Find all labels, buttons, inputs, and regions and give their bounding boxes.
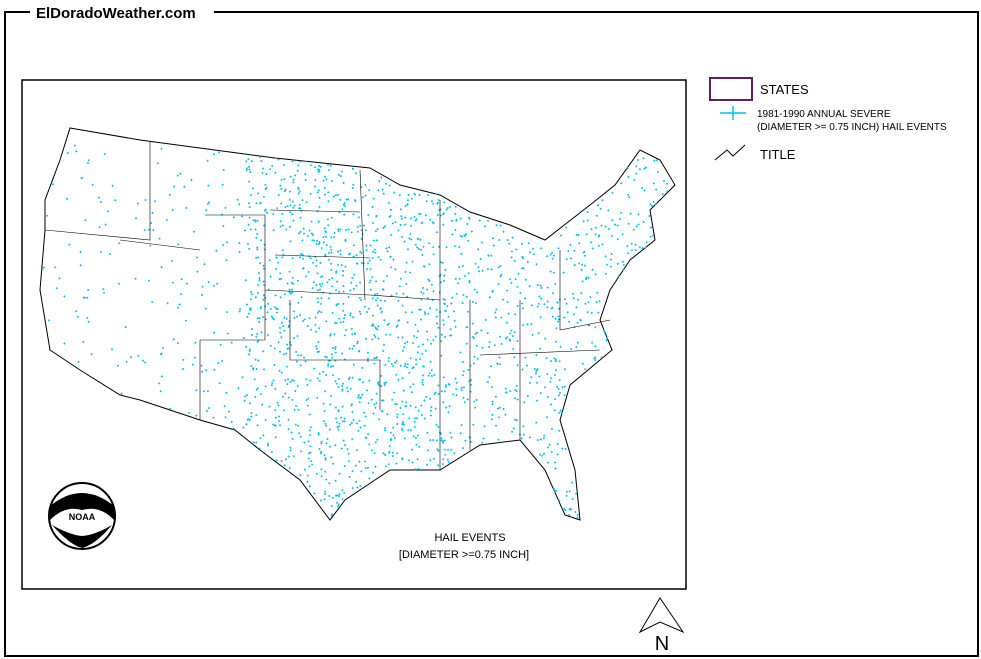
noaa-logo: NOAA	[48, 482, 116, 550]
legend-label: (DIAMETER >= 0.75 INCH) HAIL EVENTS	[757, 122, 947, 133]
legend-events-swatch	[720, 106, 746, 120]
legend-title-swatch	[714, 144, 746, 161]
outer-frame	[4, 11, 979, 657]
map-caption: [DIAMETER >=0.75 INCH]	[399, 549, 529, 561]
legend-states-swatch	[709, 77, 753, 101]
us-outline	[39, 127, 676, 521]
site-title: ElDoradoWeather.com	[36, 5, 196, 22]
state-lines	[44, 142, 611, 470]
map-caption: HAIL EVENTS	[434, 532, 505, 544]
title-backing	[30, 2, 214, 22]
north-label: N	[655, 633, 669, 655]
hail-events	[41, 144, 669, 519]
north-arrow: N	[638, 597, 685, 655]
legend-label: STATES	[760, 82, 809, 97]
logo-text: NOAA	[69, 512, 96, 522]
legend-label: 1981-1990 ANNUAL SEVERE	[757, 109, 891, 120]
legend-label: TITLE	[760, 147, 796, 162]
